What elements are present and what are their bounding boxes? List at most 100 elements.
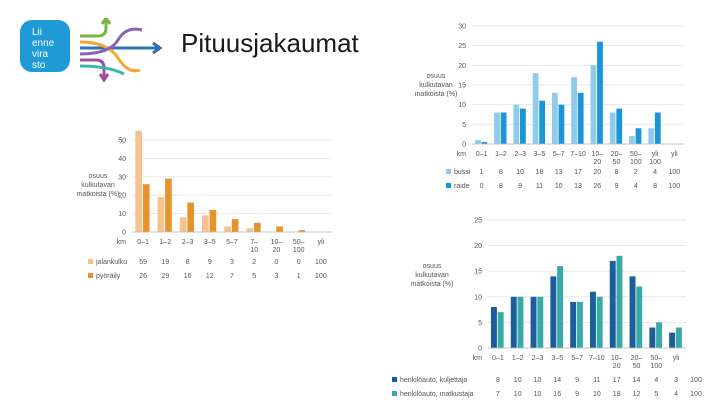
y-tick-label: 5	[478, 320, 482, 327]
logo-badge	[20, 20, 70, 72]
x-tick-label: 1–2	[495, 151, 507, 158]
x-tick-label: 1–2	[159, 239, 171, 246]
table-cell: 5	[252, 273, 256, 280]
bar-raide	[597, 41, 603, 144]
x-tick-label: 10–	[591, 151, 603, 158]
x-tick-label: 50–	[630, 151, 642, 158]
table-cell: 8	[653, 183, 657, 190]
table-cell: 29	[161, 273, 169, 280]
bar-henkil-auto-matkustaja	[537, 296, 544, 348]
bar-henkil-auto-kuljettaja	[510, 296, 517, 348]
y-tick-label: 20	[474, 243, 482, 250]
table-cell: 0	[274, 259, 278, 266]
bar-raide	[654, 112, 661, 144]
table-cell: 17	[574, 169, 582, 176]
table-cell: 8	[499, 183, 503, 190]
x-tick-label: 5–7	[226, 239, 238, 246]
table-cell: 5	[654, 391, 658, 398]
table-cell: 100	[315, 273, 327, 280]
bar-bussi	[629, 136, 635, 144]
table-cell: 20	[593, 169, 601, 176]
x-axis-unit: km	[473, 355, 483, 362]
y-tick-label: 10	[474, 294, 482, 301]
legend-key	[446, 169, 451, 174]
bar-henkil-auto-matkustaja	[636, 286, 643, 348]
table-cell: 1	[480, 169, 484, 176]
bar-jalankulku	[202, 215, 209, 232]
table-cell: 2	[252, 259, 256, 266]
bar-py-r-ily	[276, 226, 283, 232]
y-axis-label: osuus	[423, 263, 442, 270]
bar-henkil-auto-matkustaja	[675, 327, 682, 348]
table-cell: 0	[297, 259, 301, 266]
x-tick-label: 20	[273, 247, 281, 254]
x-tick-label: 20	[593, 159, 601, 166]
table-cell: 19	[161, 259, 169, 266]
x-tick-label: 20	[613, 363, 621, 370]
x-tick-label: 3–5	[204, 239, 216, 246]
legend-key	[392, 391, 397, 396]
table-cell: 13	[555, 169, 563, 176]
table-cell: 9	[575, 377, 579, 384]
table-cell: 2	[634, 169, 638, 176]
y-tick-label: 10	[458, 102, 466, 109]
x-tick-label: 7–10	[589, 355, 605, 362]
legend-key	[446, 183, 451, 188]
bar-bussi	[590, 65, 597, 144]
table-cell: 9	[615, 183, 619, 190]
bar-henkil-auto-kuljettaja	[550, 276, 557, 348]
logo: Lii enne vira sto	[18, 15, 178, 88]
logo-text-line-2: enne	[32, 38, 55, 49]
table-cell: 12	[206, 273, 214, 280]
x-tick-label: yli	[673, 355, 680, 362]
y-tick-label: 0	[122, 230, 126, 237]
table-cell: 100	[690, 377, 702, 384]
legend-label: bussi	[454, 169, 471, 176]
table-cell: 11	[536, 183, 543, 190]
x-tick-label: 7–	[250, 239, 258, 246]
table-cell: 9	[575, 391, 579, 398]
table-cell: 14	[633, 377, 641, 384]
x-tick-label: 0–1	[476, 151, 488, 158]
table-cell: 100	[315, 259, 327, 266]
bar-raide	[558, 104, 565, 144]
y-tick-label: 20	[458, 63, 466, 70]
x-tick-label: 100	[649, 159, 661, 166]
table-cell: 18	[613, 391, 621, 398]
x-tick-label: 20–	[631, 355, 643, 362]
logo-text-line-4: sto	[32, 60, 46, 71]
bar-jalankulku	[135, 130, 142, 232]
legend-label: henkilöauto, matkustaja	[400, 391, 474, 398]
y-axis-label: osuus	[427, 73, 446, 80]
table-cell: 10	[593, 391, 601, 398]
table-cell: 100	[669, 183, 681, 190]
bar-raide	[616, 108, 623, 144]
y-tick-label: 50	[118, 138, 126, 145]
y-tick-label: 0	[478, 346, 482, 353]
table-cell: 100	[669, 169, 681, 176]
x-tick-label: 100	[630, 159, 642, 166]
legend-label: raide	[454, 183, 470, 190]
bar-bussi	[494, 112, 500, 144]
logo-graphic: Lii enne vira sto	[20, 15, 163, 83]
bar-henkil-auto-kuljettaja	[629, 276, 636, 348]
bar-bussi	[513, 104, 520, 144]
table-cell: 14	[553, 377, 561, 384]
bar-jalankulku	[224, 226, 231, 232]
table-cell: 13	[574, 183, 582, 190]
legend-label: pyöräily	[96, 273, 121, 280]
x-tick-label: 2–3	[514, 151, 526, 158]
x-axis-unit: km	[457, 151, 467, 158]
table-cell: 11	[593, 377, 600, 384]
logo-text-line-3: vira	[32, 49, 49, 60]
x-tick-label: 50	[613, 159, 621, 166]
bar-jalankulku	[179, 217, 187, 232]
table-cell: 7	[496, 391, 500, 398]
bar-jalankulku	[246, 228, 254, 232]
table-cell: 4	[634, 183, 638, 190]
y-tick-label: 30	[118, 174, 126, 181]
y-axis-label: matkoista (%)	[415, 91, 458, 98]
table-cell: 1	[297, 273, 301, 280]
y-tick-label: 0	[462, 142, 466, 149]
